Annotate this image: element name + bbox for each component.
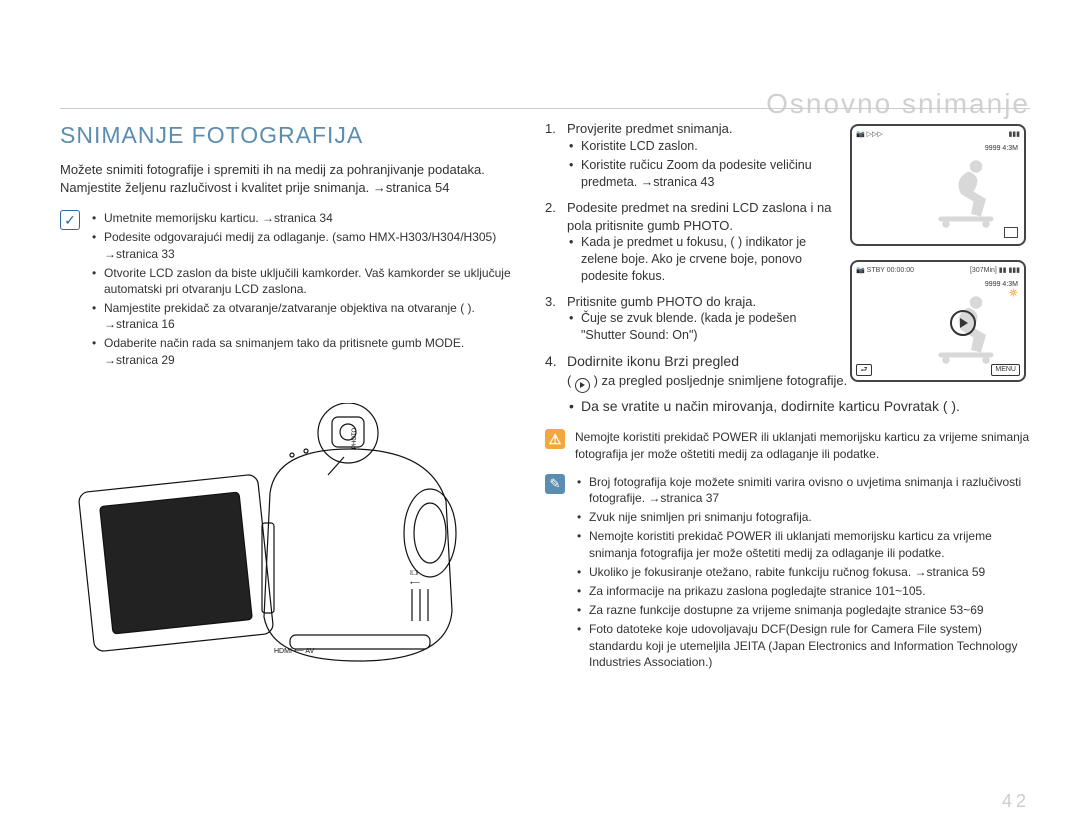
list-item: Koristite ručicu Zoom da podesite veliči…: [567, 157, 840, 191]
camcorder-illustration: PHOTO I□I ⟵ HDMI ⟵ AV: [60, 403, 480, 713]
intro-paragraph: Možete snimiti fotografije i spremiti ih…: [60, 161, 520, 196]
page-number: 42: [1002, 789, 1030, 813]
list-item: Nemojte koristiti prekidač POWER ili ukl…: [575, 528, 1030, 560]
list-item: Umetnite memorijsku karticu. →stranica 3…: [90, 210, 520, 226]
rem-time: [307Min]: [970, 267, 997, 274]
list-item: Zvuk nije snimljen pri snimanju fotograf…: [575, 509, 1030, 525]
step-item: Pritisnite gumb PHOTO do kraja.Čuje se z…: [545, 293, 840, 344]
cam-icon: 📷 ▷▷▷: [856, 130, 883, 139]
quickview-icon: [575, 378, 590, 393]
list-item: Za razne funkcije dostupne za vrijeme sn…: [575, 602, 1030, 618]
step4-line2: za pregled posljednje snimljene fotograf…: [602, 373, 848, 388]
lcd-screen-1: 📷 ▷▷▷ ▮▮▮ 9999 4:3M: [850, 124, 1026, 246]
manual-page: Osnovno snimanje SNIMANJE FOTOGRAFIJA Mo…: [0, 0, 1080, 42]
list-item: Koristite LCD zaslon.: [567, 138, 840, 155]
svg-text:⟵: ⟵: [410, 580, 420, 587]
chapter-header: Osnovno snimanje: [766, 85, 1030, 123]
step-item: Podesite predmet na sredini LCD zaslona …: [545, 199, 840, 285]
svg-text:HDMI ⟵ AV: HDMI ⟵ AV: [274, 648, 315, 655]
info-list: Broj fotografija koje možete snimiti var…: [575, 474, 1030, 673]
sd-icon: [1004, 227, 1018, 238]
step4-sub: Da se vratite u način mirovanja, dodirni…: [567, 397, 1030, 416]
preparation-list: Umetnite memorijsku karticu. →stranica 3…: [90, 210, 520, 371]
photo-count: 9999 4:3M: [985, 144, 1018, 153]
info-notebox: ✎ Broj fotografija koje možete snimiti v…: [545, 474, 1030, 673]
list-item: Ukoliko je fokusiranje otežano, rabite f…: [575, 564, 1030, 580]
divider: [60, 108, 1030, 109]
step4-title: Dodirnite ikonu Brzi pregled: [567, 353, 739, 369]
list-item: Odaberite način rada sa snimanjem tako d…: [90, 335, 520, 367]
check-icon: ✓: [60, 210, 80, 230]
skater-icon: [931, 154, 1006, 229]
battery-icon: ▮▮▮: [1008, 131, 1020, 138]
list-item: Podesite odgovarajući medij za odlaganje…: [90, 229, 520, 261]
list-item: Za informacije na prikazu zaslona pogled…: [575, 583, 1030, 599]
svg-text:PHOTO: PHOTO: [352, 427, 358, 449]
list-item: Namjestite prekidač za otvaranje/zatvara…: [90, 300, 520, 332]
section-title: SNIMANJE FOTOGRAFIJA: [60, 120, 520, 151]
note-icon: ✎: [545, 474, 565, 494]
right-column: 📷 ▷▷▷ ▮▮▮ 9999 4:3M: [540, 120, 1030, 717]
battery-icon: ▮▮▮: [1008, 267, 1020, 274]
preparation-notebox: ✓ Umetnite memorijsku karticu. →stranica…: [60, 210, 520, 371]
list-item: Otvorite LCD zaslon da biste uključili k…: [90, 265, 520, 297]
list-item: Kada je predmet u fokusu, ( ) indikator …: [567, 234, 840, 285]
warning-text: Nemojte koristiti prekidač POWER ili ukl…: [575, 429, 1030, 461]
play-icon: [950, 310, 976, 336]
left-column: SNIMANJE FOTOGRAFIJA Možete snimiti foto…: [60, 120, 540, 717]
list-item: Broj fotografija koje možete snimiti var…: [575, 474, 1030, 506]
warning-notebox: ⚠ Nemojte koristiti prekidač POWER ili u…: [545, 429, 1030, 461]
content-columns: SNIMANJE FOTOGRAFIJA Možete snimiti foto…: [60, 120, 1030, 717]
stby-label: STBY 00:00:00: [867, 267, 914, 274]
step4-block: Dodirnite ikonu Brzi pregled ( ) za preg…: [545, 352, 1030, 673]
warning-icon: ⚠: [545, 429, 565, 449]
list-item: Foto datoteke koje udovoljavaju DCF(Desi…: [575, 621, 1030, 670]
list-item: Čuje se zvuk blende. (kada je podešen "S…: [567, 310, 840, 344]
svg-text:I□I: I□I: [410, 570, 418, 577]
step-item: Provjerite predmet snimanja.Koristite LC…: [545, 120, 840, 191]
